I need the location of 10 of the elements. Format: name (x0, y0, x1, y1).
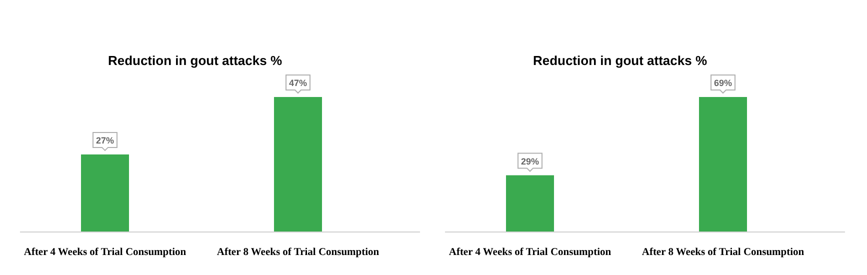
x-tick-label: After 8 Weeks of Trial Consumption (216, 247, 380, 258)
data-label: 27% (96, 135, 114, 146)
x-tick-label: After 4 Weeks of Trial Consumption (448, 247, 612, 258)
data-label: 69% (714, 78, 732, 88)
x-tick-label: After 4 Weeks of Trial Consumption (24, 247, 186, 258)
chart-title: Reduction in gout attacks % (532, 53, 708, 68)
chart-title: Reduction in gout attacks % (108, 53, 282, 68)
data-label: 47% (288, 78, 308, 88)
x-tick-label: After 8 Weeks of Trial Consumption (642, 247, 804, 258)
data-label: 29% (520, 156, 540, 166)
